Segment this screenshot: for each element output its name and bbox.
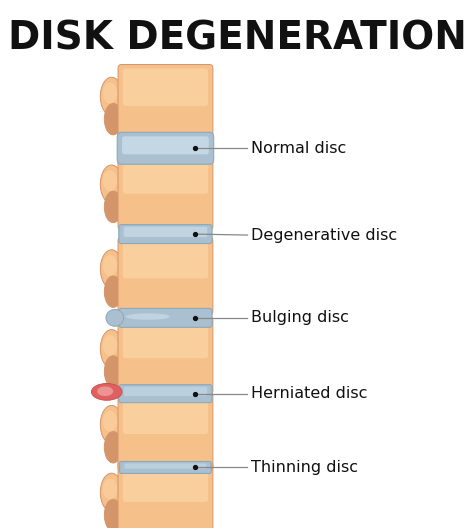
FancyBboxPatch shape: [123, 156, 208, 194]
FancyBboxPatch shape: [123, 241, 208, 278]
FancyBboxPatch shape: [118, 152, 213, 230]
Ellipse shape: [100, 405, 123, 444]
Ellipse shape: [104, 356, 122, 387]
FancyBboxPatch shape: [117, 132, 214, 165]
Ellipse shape: [100, 165, 123, 204]
FancyBboxPatch shape: [119, 225, 212, 243]
FancyBboxPatch shape: [119, 461, 211, 473]
FancyBboxPatch shape: [118, 237, 213, 315]
Text: Thinning disc: Thinning disc: [252, 460, 358, 475]
Text: DISK DEGENERATION: DISK DEGENERATION: [8, 20, 466, 58]
Ellipse shape: [103, 170, 117, 191]
FancyBboxPatch shape: [118, 393, 213, 470]
FancyBboxPatch shape: [123, 464, 208, 502]
FancyBboxPatch shape: [118, 460, 213, 529]
Ellipse shape: [100, 473, 123, 512]
FancyBboxPatch shape: [118, 317, 213, 395]
FancyBboxPatch shape: [125, 463, 207, 469]
FancyBboxPatch shape: [118, 65, 213, 142]
Ellipse shape: [104, 104, 122, 135]
FancyBboxPatch shape: [123, 397, 208, 434]
Text: Degenerative disc: Degenerative disc: [252, 227, 398, 243]
Ellipse shape: [104, 191, 122, 223]
Ellipse shape: [103, 478, 117, 499]
Ellipse shape: [100, 250, 123, 288]
Ellipse shape: [104, 499, 122, 529]
Text: Bulging disc: Bulging disc: [252, 311, 349, 325]
Text: Herniated disc: Herniated disc: [252, 386, 368, 401]
Ellipse shape: [91, 384, 122, 400]
FancyBboxPatch shape: [123, 321, 208, 358]
Ellipse shape: [103, 411, 117, 432]
FancyBboxPatch shape: [119, 308, 212, 327]
Ellipse shape: [126, 313, 170, 320]
Ellipse shape: [106, 309, 124, 326]
Ellipse shape: [100, 330, 123, 368]
Ellipse shape: [104, 276, 122, 307]
Text: Normal disc: Normal disc: [252, 141, 346, 156]
Ellipse shape: [103, 83, 117, 104]
Ellipse shape: [97, 387, 113, 396]
Ellipse shape: [104, 432, 122, 463]
Ellipse shape: [103, 335, 117, 356]
FancyBboxPatch shape: [122, 136, 209, 154]
Ellipse shape: [100, 77, 123, 116]
Ellipse shape: [103, 255, 117, 276]
FancyBboxPatch shape: [124, 387, 207, 396]
FancyBboxPatch shape: [124, 226, 207, 237]
FancyBboxPatch shape: [123, 69, 208, 106]
FancyBboxPatch shape: [119, 385, 212, 403]
